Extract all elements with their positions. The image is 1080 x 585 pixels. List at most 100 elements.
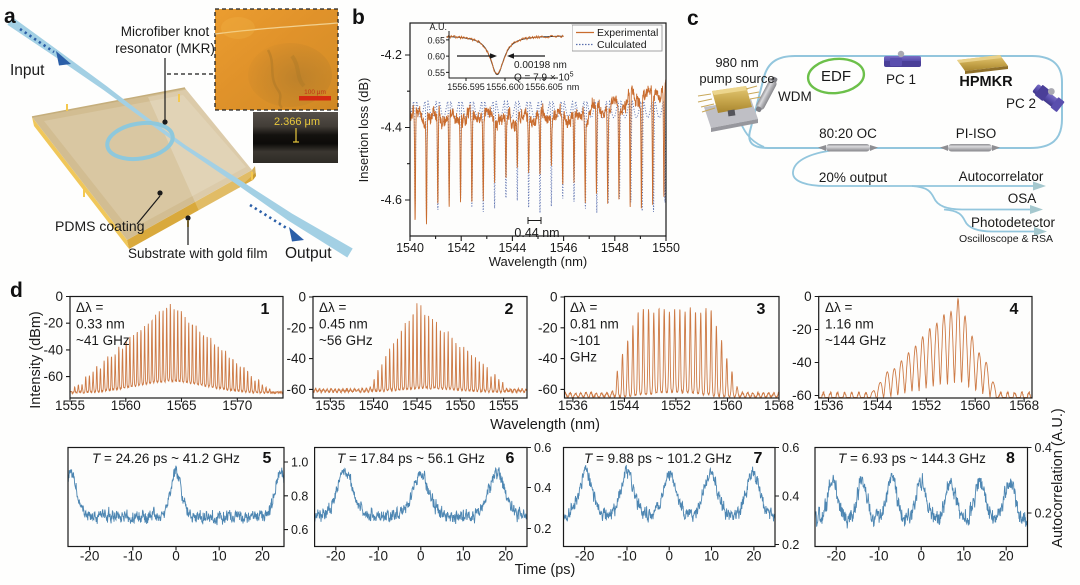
- svg-text:1556.605: 1556.605: [525, 82, 563, 92]
- svg-text:1555: 1555: [55, 398, 85, 413]
- svg-text:T = 24.26 ps ~ 41.2 GHz: T = 24.26 ps ~ 41.2 GHz: [92, 451, 240, 466]
- svg-text:0: 0: [55, 289, 63, 304]
- svg-text:-10: -10: [123, 549, 143, 564]
- svg-text:0.2: 0.2: [1035, 507, 1052, 521]
- svg-text:1544: 1544: [609, 398, 640, 413]
- svg-text:10: 10: [704, 549, 719, 564]
- svg-text:Δλ =: Δλ =: [570, 300, 598, 315]
- svg-text:0.00198 nm: 0.00198 nm: [514, 60, 567, 71]
- svg-text:-60: -60: [792, 388, 812, 403]
- svg-text:Wavelength (nm): Wavelength (nm): [490, 417, 600, 433]
- svg-text:1542: 1542: [447, 241, 475, 255]
- svg-text:0.6: 0.6: [534, 441, 551, 455]
- svg-text:0.8: 0.8: [291, 489, 308, 503]
- svg-text:0.4: 0.4: [534, 481, 551, 495]
- svg-text:Output: Output: [285, 245, 332, 262]
- svg-text:-20: -20: [826, 549, 846, 564]
- svg-text:Microfiber knot: Microfiber knot: [121, 24, 210, 39]
- svg-text:2: 2: [505, 301, 514, 318]
- svg-text:-20: -20: [43, 316, 63, 331]
- svg-text:Input: Input: [10, 62, 45, 79]
- svg-text:0.60: 0.60: [427, 52, 445, 62]
- svg-text:10: 10: [956, 549, 971, 564]
- svg-text:80:20 OC: 80:20 OC: [819, 126, 877, 141]
- svg-text:-40: -40: [792, 355, 812, 370]
- svg-text:Δλ =: Δλ =: [319, 300, 347, 315]
- svg-text:0: 0: [417, 549, 425, 564]
- svg-text:~56 GHz: ~56 GHz: [319, 333, 373, 348]
- svg-text:-4.4: -4.4: [380, 121, 402, 135]
- svg-text:0.4: 0.4: [1035, 441, 1052, 455]
- svg-text:2.366 μm: 2.366 μm: [274, 116, 320, 128]
- svg-text:20: 20: [498, 549, 513, 564]
- svg-text:20: 20: [746, 549, 761, 564]
- svg-text:resonator (MKR): resonator (MKR): [115, 41, 215, 56]
- svg-text:-20: -20: [286, 320, 306, 335]
- svg-text:-60: -60: [538, 382, 558, 397]
- svg-text:T = 17.84 ps ~ 56.1 GHz: T = 17.84 ps ~ 56.1 GHz: [337, 451, 485, 466]
- svg-text:1.0: 1.0: [291, 456, 308, 470]
- svg-text:20% output: 20% output: [819, 170, 888, 185]
- svg-text:0.2: 0.2: [534, 522, 551, 536]
- svg-text:4: 4: [1010, 301, 1019, 318]
- svg-text:1550: 1550: [445, 398, 475, 413]
- svg-text:1: 1: [261, 301, 270, 318]
- svg-text:Intensity (dBm): Intensity (dBm): [28, 311, 44, 409]
- svg-text:-10: -10: [869, 549, 889, 564]
- svg-text:-60: -60: [43, 369, 63, 384]
- svg-text:1540: 1540: [396, 241, 424, 255]
- svg-text:OSA: OSA: [1008, 191, 1037, 206]
- svg-text:0.81 nm: 0.81 nm: [570, 317, 619, 332]
- svg-text:0: 0: [172, 549, 180, 564]
- svg-text:0.44 nm: 0.44 nm: [514, 226, 559, 240]
- svg-text:Autocorrelation (A.U.): Autocorrelation (A.U.): [1050, 408, 1066, 547]
- svg-text:1565: 1565: [166, 398, 196, 413]
- svg-text:T = 6.93 ps ~ 144.3 GHz: T = 6.93 ps ~ 144.3 GHz: [838, 451, 986, 466]
- svg-text:-4.6: -4.6: [380, 193, 402, 207]
- svg-text:1555: 1555: [489, 398, 519, 413]
- svg-text:1552: 1552: [661, 398, 691, 413]
- svg-text:1546: 1546: [550, 241, 578, 255]
- svg-text:0.45 nm: 0.45 nm: [319, 317, 368, 332]
- svg-text:d: d: [10, 279, 23, 302]
- svg-text:20: 20: [255, 549, 270, 564]
- svg-text:6: 6: [506, 450, 515, 467]
- svg-text:0.6: 0.6: [782, 441, 799, 455]
- svg-text:1560: 1560: [712, 398, 742, 413]
- svg-text:pump source: pump source: [699, 71, 774, 86]
- svg-text:0.4: 0.4: [782, 490, 799, 504]
- svg-text:7: 7: [754, 450, 763, 467]
- svg-text:-4.2: -4.2: [380, 48, 402, 62]
- svg-text:1556.600: 1556.600: [486, 82, 524, 92]
- svg-text:1536: 1536: [558, 398, 588, 413]
- svg-text:1544: 1544: [862, 398, 893, 413]
- svg-text:1560: 1560: [960, 398, 990, 413]
- svg-text:Substrate with gold film: Substrate with gold film: [128, 246, 268, 261]
- svg-text:1.16 nm: 1.16 nm: [825, 317, 874, 332]
- svg-text:~101: ~101: [570, 333, 600, 348]
- svg-text:0.55: 0.55: [427, 68, 445, 78]
- svg-text:1556.595: 1556.595: [447, 82, 485, 92]
- svg-text:10: 10: [212, 549, 227, 564]
- svg-text:10: 10: [456, 549, 471, 564]
- svg-text:WDM: WDM: [778, 89, 812, 104]
- svg-text:PI-ISO: PI-ISO: [956, 126, 997, 141]
- svg-text:~41 GHz: ~41 GHz: [76, 333, 130, 348]
- svg-text:-20: -20: [792, 322, 812, 337]
- svg-text:1535: 1535: [315, 398, 345, 413]
- svg-text:-20: -20: [538, 320, 558, 335]
- svg-text:Oscilloscope & RSA: Oscilloscope & RSA: [959, 233, 1053, 245]
- svg-text:-40: -40: [43, 342, 63, 357]
- svg-text:HPMKR: HPMKR: [959, 74, 1013, 90]
- svg-text:~144 GHz: ~144 GHz: [825, 333, 886, 348]
- svg-text:8: 8: [1006, 450, 1015, 467]
- svg-text:1568: 1568: [1009, 398, 1039, 413]
- svg-text:Q = 7.9 × 105: Q = 7.9 × 105: [514, 72, 574, 84]
- svg-text:EDF: EDF: [821, 68, 851, 85]
- svg-text:Experimental: Experimental: [597, 27, 658, 39]
- svg-text:a: a: [4, 5, 16, 28]
- svg-text:1540: 1540: [359, 398, 389, 413]
- svg-text:Insertion loss (dB): Insertion loss (dB): [356, 78, 371, 183]
- svg-text:0.65: 0.65: [427, 35, 445, 45]
- svg-text:Photodetector: Photodetector: [971, 215, 1056, 230]
